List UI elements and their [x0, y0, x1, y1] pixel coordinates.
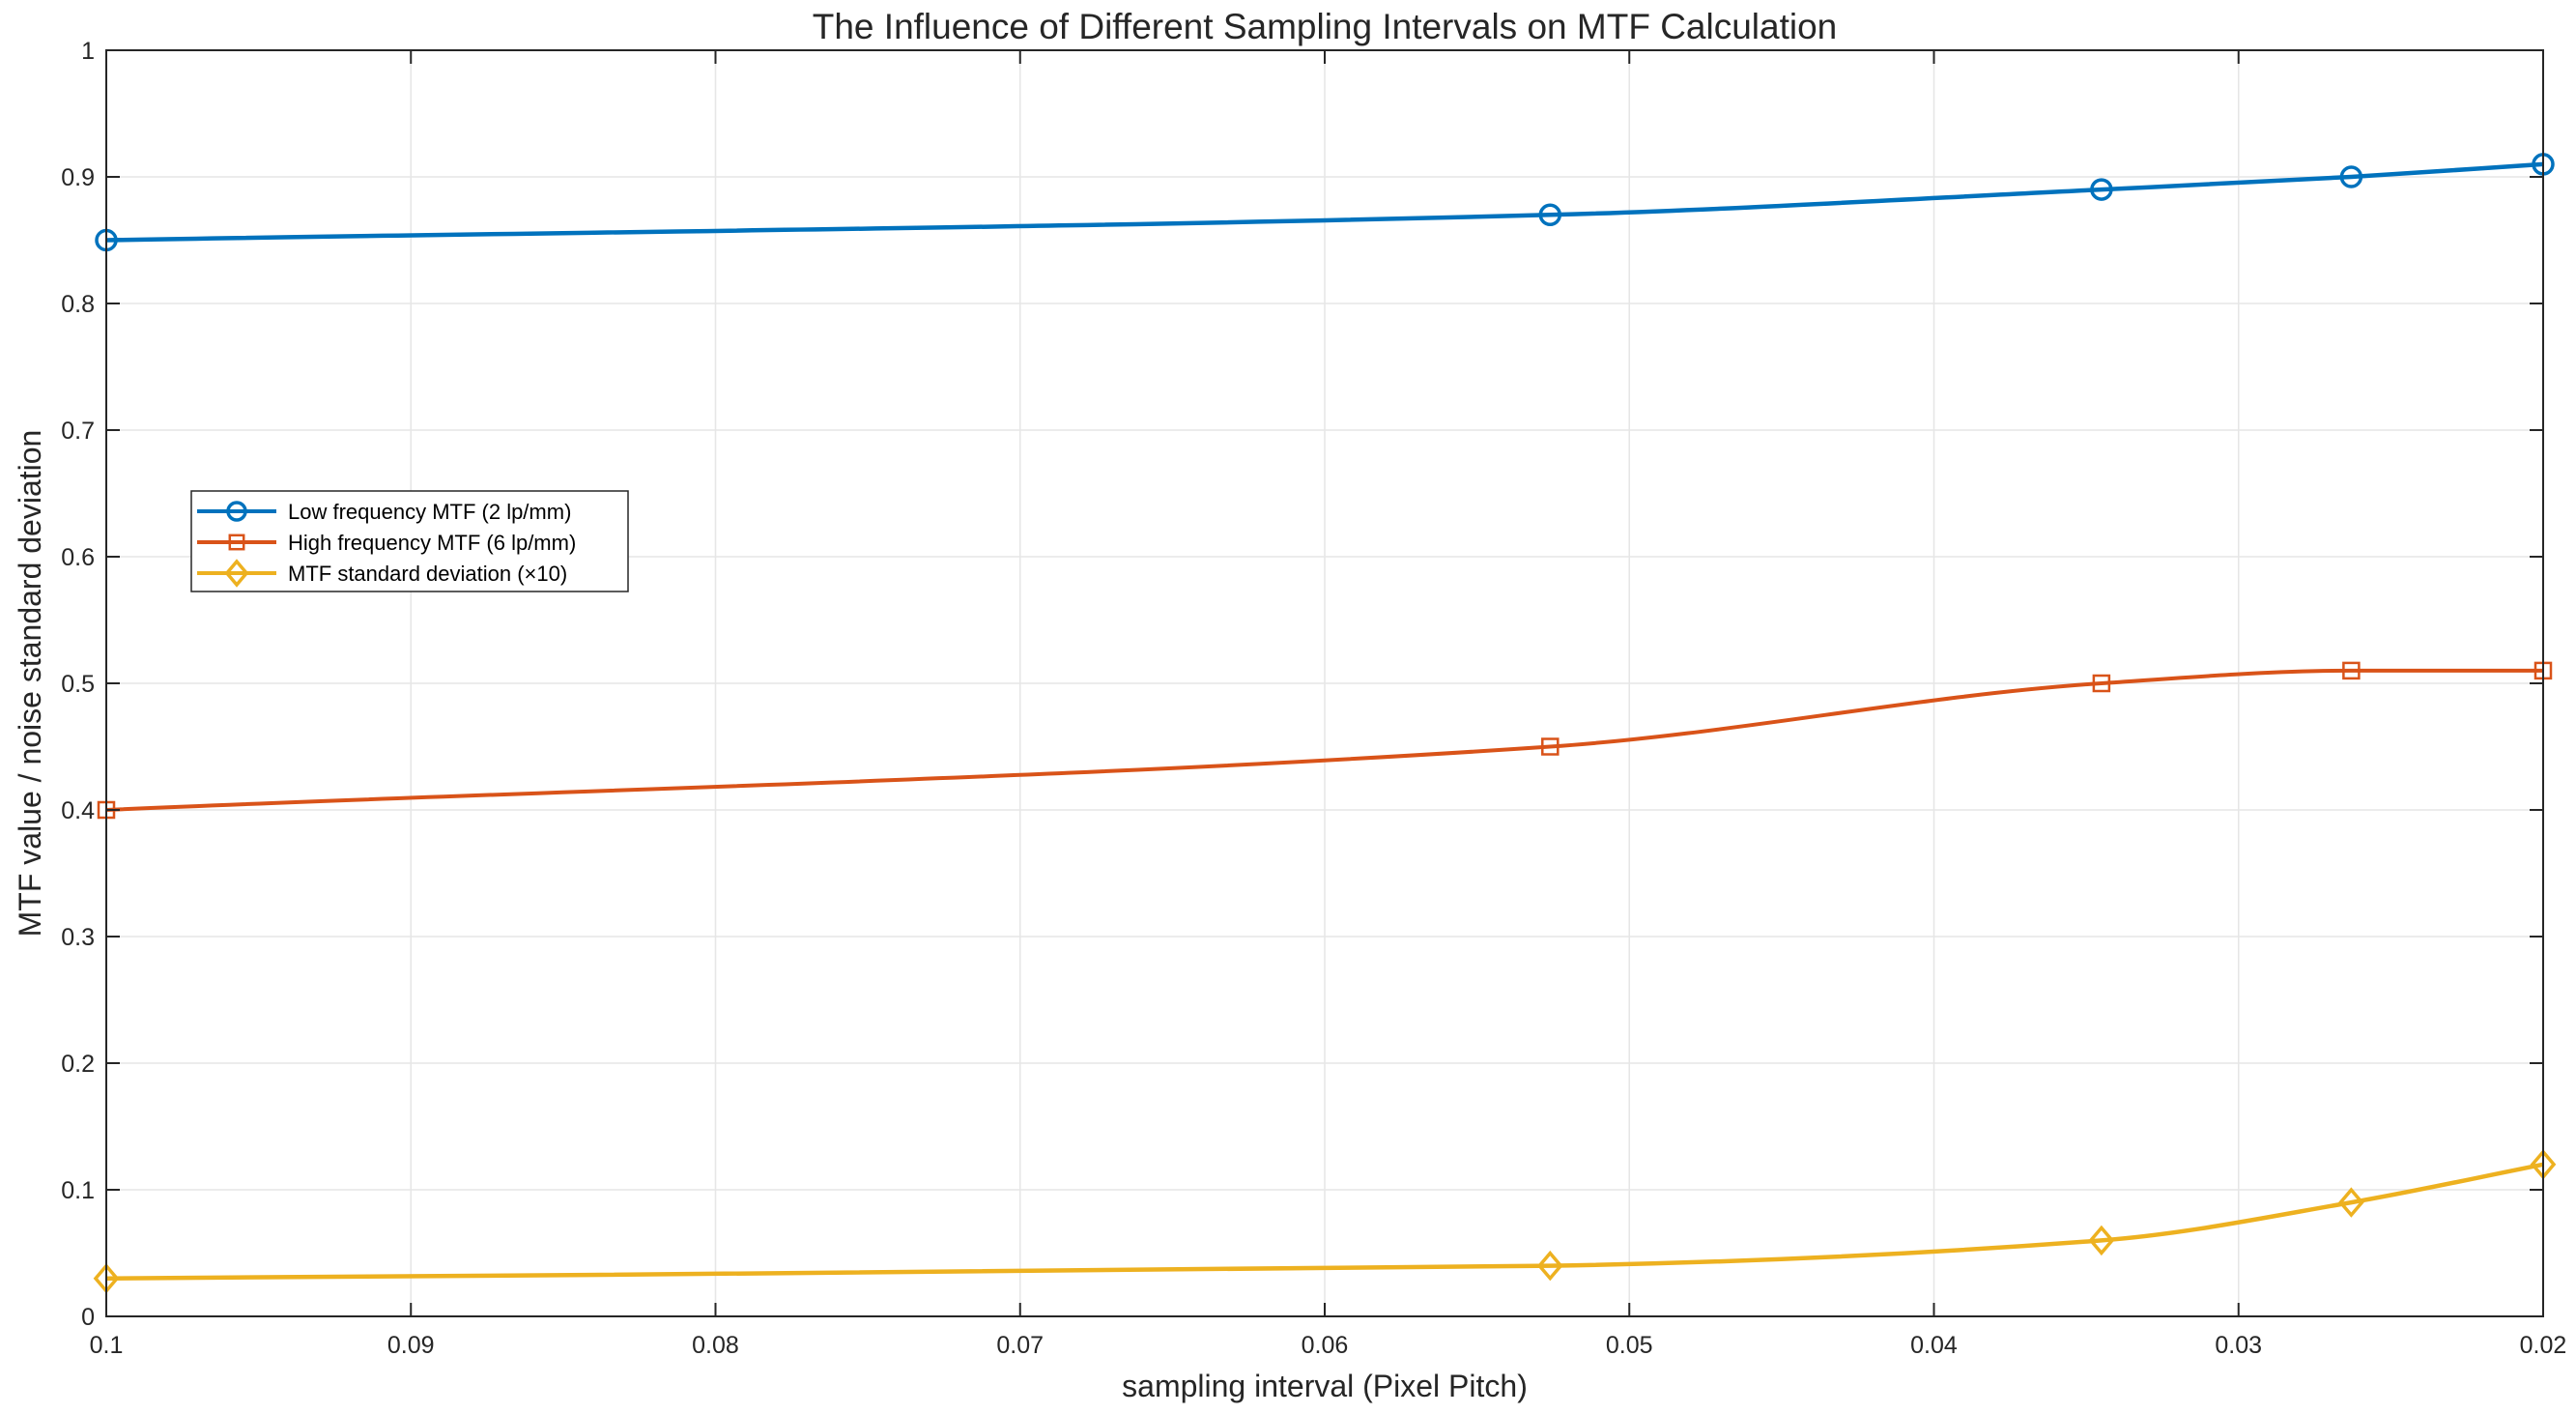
y-tick-label: 0 [81, 1304, 95, 1331]
data-point-diamond [2088, 1225, 2115, 1256]
y-tick-label: 0.8 [61, 291, 95, 318]
data-point-diamond [1536, 1250, 1563, 1282]
y-tick-label: 0.5 [61, 671, 95, 698]
data-point-circle [2339, 165, 2363, 188]
chart-title: The Influence of Different Sampling Inte… [813, 7, 1838, 46]
grid [105, 49, 2544, 1317]
data-point-square [2342, 661, 2361, 680]
y-tick-label: 0.2 [61, 1051, 95, 1078]
x-axis-label: sampling interval (Pixel Pitch) [1122, 1369, 1528, 1403]
y-tick-label: 1 [81, 38, 95, 65]
legend-label: MTF standard deviation (×10) [288, 562, 567, 586]
legend-marker-square [228, 534, 245, 551]
legend-entry-3: MTF standard deviation (×10) [197, 559, 567, 588]
x-tick-label: 0.03 [2215, 1332, 2262, 1359]
y-tick-label: 0.6 [61, 544, 95, 571]
y-tick-label: 0.4 [61, 797, 95, 824]
x-tick-label: 0.06 [1302, 1332, 1349, 1359]
legend-label: High frequency MTF (6 lp/mm) [288, 531, 576, 555]
x-tick-label: 0.1 [90, 1332, 124, 1359]
y-tick-label: 0.1 [61, 1177, 95, 1204]
x-tick-label: 0.02 [2520, 1332, 2567, 1359]
series-line [105, 1162, 2544, 1281]
series-line [105, 668, 2543, 812]
data-point-circle [1538, 203, 1562, 227]
x-tick-label: 0.09 [387, 1332, 435, 1359]
legend-label: Low frequency MTF (2 lp/mm) [288, 500, 571, 524]
x-tick-label: 0.08 [692, 1332, 739, 1359]
data-point-circle [2090, 178, 2113, 201]
y-axis-label: MTF value / noise standard deviation [13, 430, 47, 938]
axis-ticks: 0.1 0.09 0.08 0.07 0.06 0.05 0.04 0.03 0.0200.10… [61, 38, 2566, 1359]
x-tick-label: 0.07 [996, 1332, 1044, 1359]
legend-marker-diamond [224, 559, 249, 588]
y-tick-label: 0.3 [61, 924, 95, 951]
plot-series [93, 153, 2557, 1294]
y-tick-label: 0.7 [61, 418, 95, 445]
legend-entry-2: High frequency MTF (6 lp/mm) [197, 531, 576, 555]
series-line [105, 161, 2544, 243]
y-tick-label: 0.9 [61, 164, 95, 191]
legend: Low frequency MTF (2 lp/mm) High frequenc… [190, 490, 629, 592]
data-point-square [1541, 737, 1560, 756]
x-tick-label: 0.04 [1910, 1332, 1958, 1359]
legend-marker-circle [226, 501, 247, 522]
x-tick-label: 0.05 [1606, 1332, 1653, 1359]
data-point-square [2092, 674, 2111, 693]
data-point-diamond [2338, 1187, 2364, 1218]
legend-entry-1: Low frequency MTF (2 lp/mm) [197, 500, 571, 524]
